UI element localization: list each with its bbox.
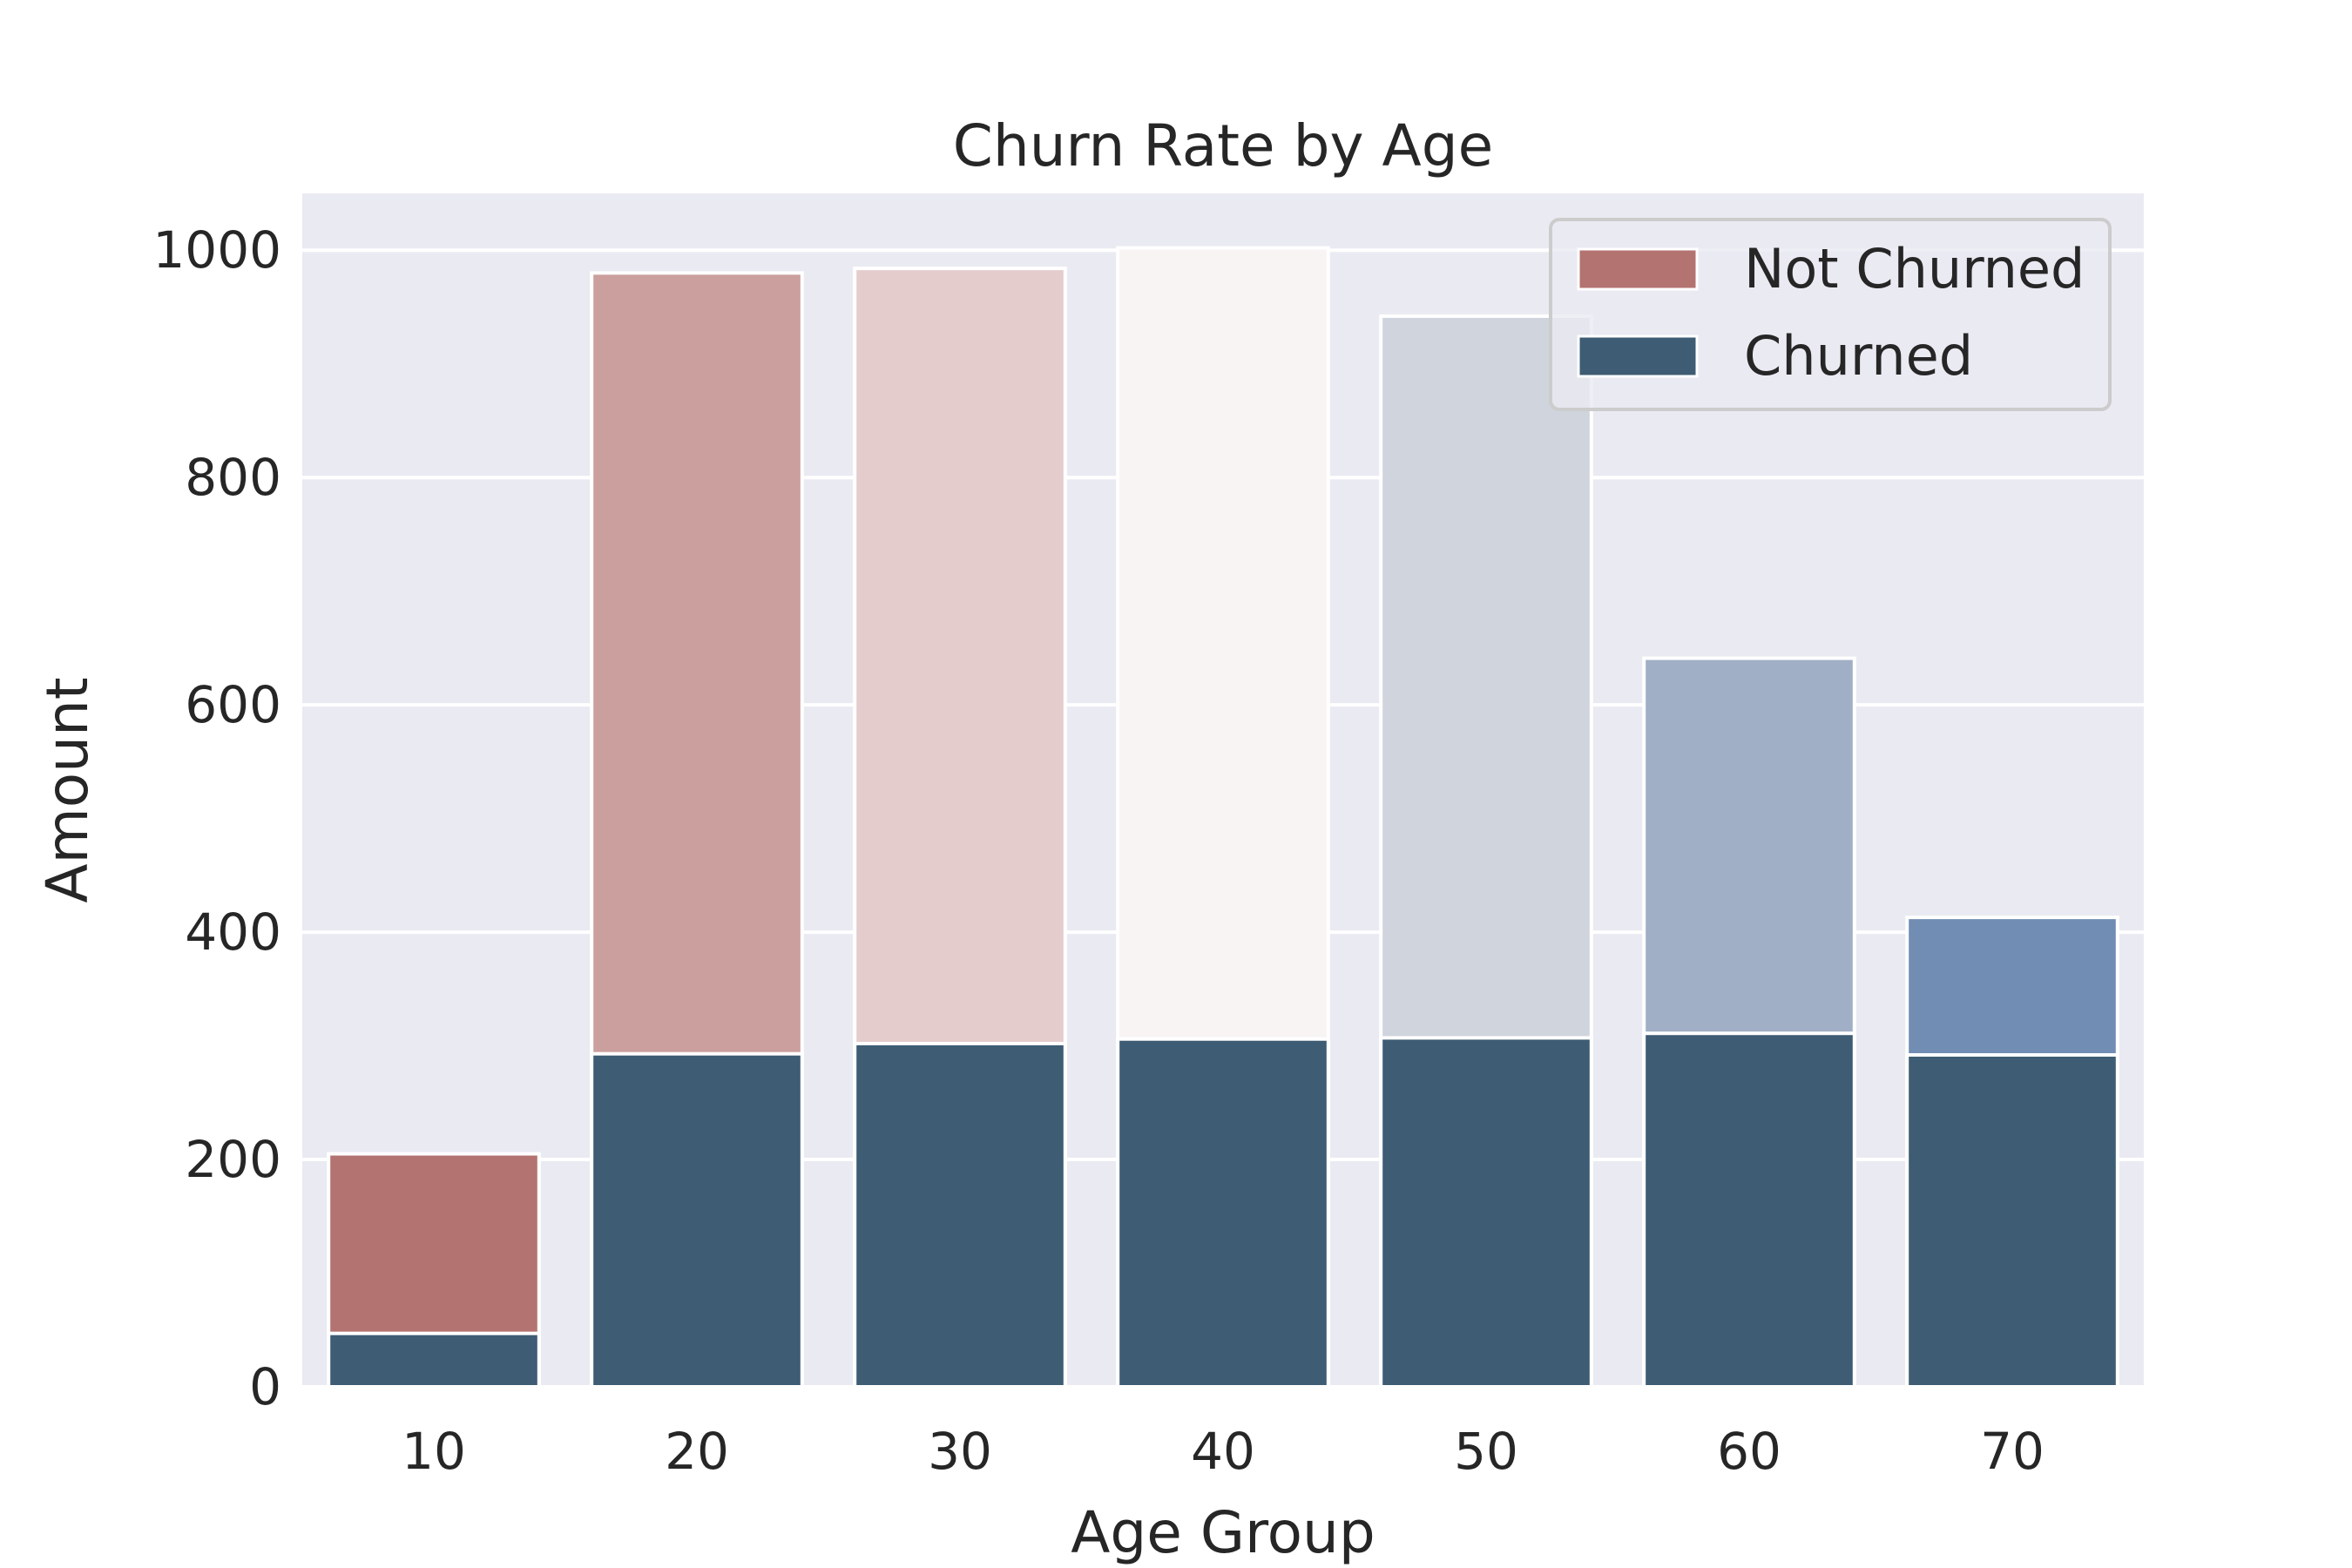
- x-tick-20: 20: [665, 1422, 729, 1481]
- bar-churned-50: [1379, 1036, 1593, 1389]
- bar-churned-10: [327, 1331, 541, 1389]
- legend-swatch-not-churned: [1577, 247, 1699, 291]
- x-tick-30: 30: [928, 1422, 992, 1481]
- x-tick-70: 70: [1980, 1422, 2044, 1481]
- y-tick-1000: 1000: [152, 220, 281, 280]
- y-axis-label: Amount: [34, 677, 101, 902]
- chart-title: Churn Rate by Age: [953, 112, 1493, 179]
- bar-churned-30: [853, 1041, 1067, 1389]
- y-tick-labels: 0 200 400 600 800 1000: [152, 220, 281, 1416]
- bar-churned-20: [590, 1051, 804, 1389]
- churned-bars: [327, 1031, 2119, 1389]
- x-tick-10: 10: [402, 1422, 466, 1481]
- x-tick-50: 50: [1454, 1422, 1518, 1481]
- x-axis-label: Age Group: [1071, 1499, 1375, 1566]
- bar-churned-60: [1642, 1031, 1856, 1389]
- bar-churned-70: [1905, 1053, 2119, 1389]
- y-tick-200: 200: [185, 1130, 281, 1189]
- legend-label-churned: Churned: [1744, 324, 1973, 388]
- x-tick-60: 60: [1717, 1422, 1781, 1481]
- y-tick-0: 0: [249, 1357, 281, 1416]
- y-tick-800: 800: [185, 448, 281, 507]
- x-tick-labels: 10 20 30 40 50 60 70: [402, 1422, 2044, 1481]
- legend: Not Churned Churned: [1549, 218, 2112, 411]
- y-tick-600: 600: [185, 675, 281, 734]
- legend-swatch-churned: [1577, 335, 1699, 378]
- legend-label-not-churned: Not Churned: [1744, 237, 2085, 301]
- y-tick-400: 400: [185, 902, 281, 962]
- bar-churned-40: [1116, 1037, 1330, 1389]
- x-tick-40: 40: [1191, 1422, 1255, 1481]
